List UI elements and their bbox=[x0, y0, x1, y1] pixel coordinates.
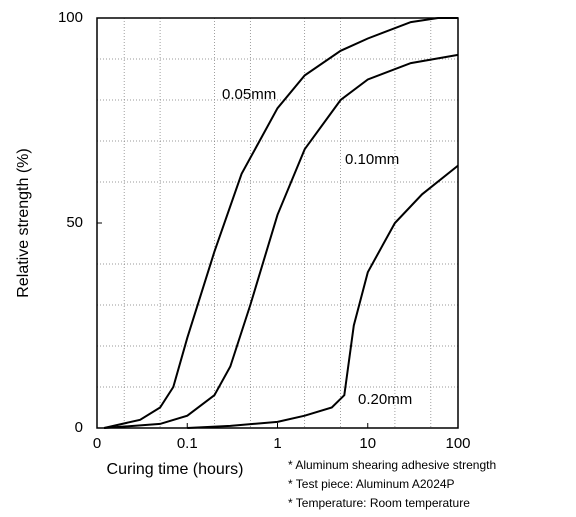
y-axis-title: Relative strength (%) bbox=[15, 148, 32, 297]
x-axis-title: Curing time (hours) bbox=[107, 461, 244, 478]
x-tick-label: 100 bbox=[445, 435, 470, 452]
series-label: 0.05mm bbox=[222, 86, 276, 103]
note: * Aluminum shearing adhesive strength bbox=[288, 458, 496, 472]
x-tick-label: 10 bbox=[359, 435, 376, 452]
x-tick-label: 0 bbox=[93, 435, 101, 452]
line bbox=[187, 164, 459, 429]
note: * Test piece: Aluminum A2024P bbox=[288, 477, 455, 491]
note: * Temperature: Room temperature bbox=[288, 496, 470, 510]
plot-frame bbox=[96, 17, 459, 429]
y-tick-label: 50 bbox=[66, 214, 83, 231]
line bbox=[103, 17, 458, 429]
y-tick-label: 0 bbox=[75, 419, 83, 436]
x-tick-label: 0.1 bbox=[177, 435, 198, 452]
y-tick-label: 100 bbox=[58, 9, 83, 26]
x-tick-label: 1 bbox=[273, 435, 281, 452]
series-label: 0.20mm bbox=[358, 391, 412, 408]
line bbox=[104, 53, 459, 429]
series-label: 0.10mm bbox=[345, 151, 399, 168]
